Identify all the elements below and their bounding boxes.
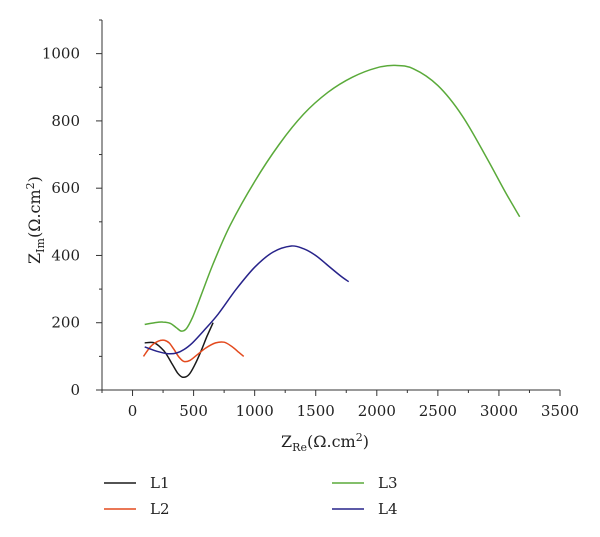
series-line-l2: [142, 339, 245, 363]
series-line-l4: [144, 245, 350, 355]
x-tick-label: 2500: [419, 402, 457, 420]
y-tick-label: 200: [51, 314, 80, 332]
x-tick-label: 3500: [541, 402, 579, 420]
y-tick-label: 1000: [42, 45, 80, 63]
x-tick-label: 2000: [358, 402, 396, 420]
y-tick-label: 0: [70, 381, 80, 399]
series-layer: [142, 64, 521, 379]
plot-frame: [101, 20, 560, 391]
x-tick-label: 3000: [480, 402, 518, 420]
series-line-l3: [144, 64, 521, 332]
y-tick-label: 400: [51, 246, 80, 264]
x-tick-label: 1500: [297, 402, 335, 420]
x-axis-title: ZRe(Ω.cm2): [281, 431, 369, 454]
y-axis-title: ZIm(Ω.cm2): [24, 176, 47, 264]
legend-label-l1: L1: [150, 474, 170, 492]
x-tick-label: 0: [128, 402, 138, 420]
legend-label-l3: L3: [378, 474, 398, 492]
x-ticks: 0 500 1000 1500 2000 2500 3000 3500: [101, 390, 579, 420]
y-tick-label: 800: [51, 112, 80, 130]
y-ticks: 0 200 400 600 800 1000: [42, 19, 102, 399]
series-line-l1: [144, 322, 214, 379]
y-tick-label: 600: [51, 179, 80, 197]
x-tick-label: 1000: [236, 402, 274, 420]
legend: L1 L2 L3 L4: [104, 474, 398, 518]
legend-label-l4: L4: [378, 500, 398, 518]
x-tick-label: 500: [179, 402, 208, 420]
legend-label-l2: L2: [150, 500, 170, 518]
